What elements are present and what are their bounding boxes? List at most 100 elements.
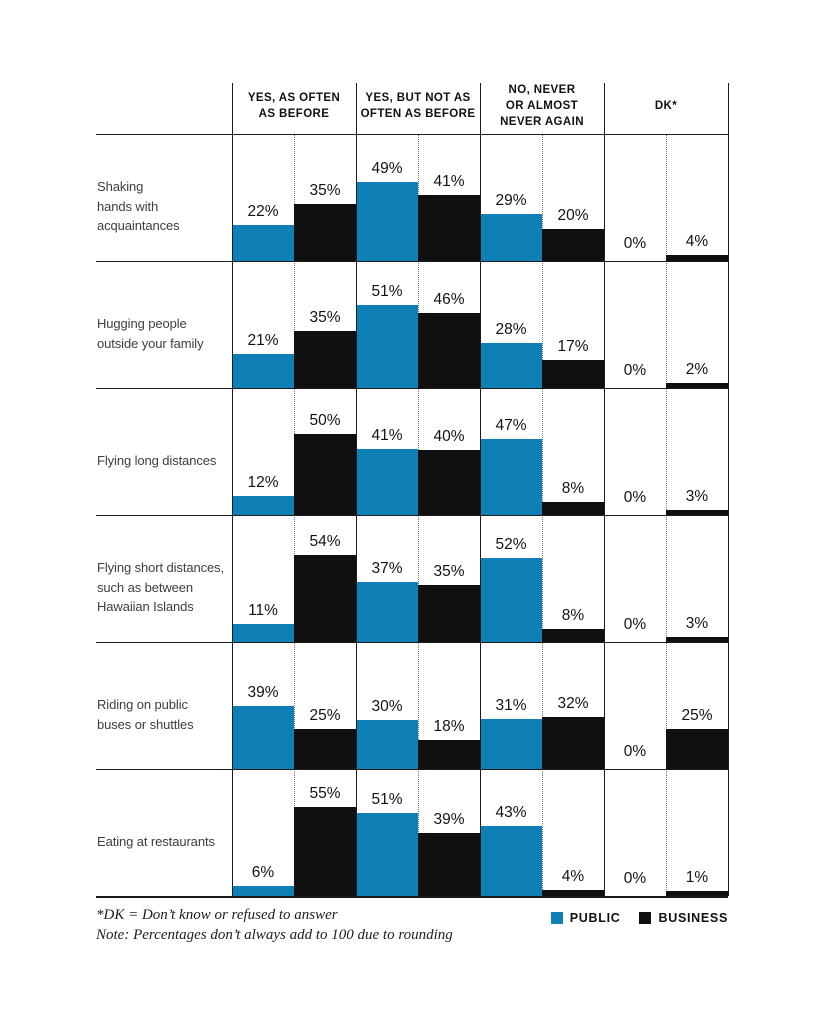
grid-vline	[480, 83, 481, 896]
bar-business	[294, 434, 356, 515]
grid-hline	[96, 515, 728, 516]
bar-value-label: 30%	[371, 698, 403, 716]
bar-value-label: 40%	[433, 428, 465, 446]
row-label: Hugging people outside your family	[97, 316, 204, 351]
bar-value-label: 35%	[433, 563, 465, 581]
footnotes: *DK = Don’t know or refused to answer No…	[96, 905, 453, 945]
bar-public	[232, 353, 294, 388]
column-header: NO, NEVER OR ALMOST NEVER AGAIN	[500, 84, 584, 128]
bar-value-label: 25%	[681, 706, 713, 724]
bar-business	[294, 204, 356, 261]
bar-public	[232, 225, 294, 261]
row-label: Shaking hands with acquaintances	[97, 179, 180, 234]
bar-public	[356, 720, 418, 769]
bar-business	[418, 739, 480, 769]
bar-value-label: 51%	[371, 791, 403, 809]
legend-label-public: PUBLIC	[569, 911, 621, 925]
legend-swatch-public	[550, 912, 563, 924]
legend-item-business: BUSINESS	[639, 911, 728, 925]
bar-public	[480, 557, 542, 642]
bar-public	[232, 624, 294, 642]
bar-public	[480, 718, 542, 769]
bar-public	[232, 495, 294, 515]
bar-value-label: 25%	[309, 706, 341, 724]
bar-business	[666, 510, 728, 515]
bar-value-label: 41%	[433, 172, 465, 190]
bar-public	[356, 305, 418, 388]
grid-hline	[96, 642, 728, 643]
bar-value-label: 35%	[309, 309, 341, 327]
bar-value-label: 8%	[561, 480, 585, 498]
bar-value-label: 8%	[561, 607, 585, 625]
bar-value-label: 31%	[495, 696, 527, 714]
bar-value-label: 55%	[309, 784, 341, 802]
bar-value-label: 32%	[557, 695, 589, 713]
grid-hline	[96, 896, 728, 898]
row-label: Eating at restaurants	[97, 833, 215, 849]
bar-value-label: 43%	[495, 804, 527, 822]
grid-hline	[96, 134, 728, 135]
bar-business	[542, 629, 604, 642]
bar-value-label: 35%	[309, 182, 341, 200]
bar-value-label: 39%	[433, 810, 465, 828]
bar-value-label: 0%	[623, 870, 647, 887]
bar-business	[542, 360, 604, 388]
bar-value-label: 17%	[557, 338, 589, 356]
bar-value-label: 3%	[685, 488, 709, 505]
grid-hline	[96, 261, 728, 262]
bar-public	[232, 886, 294, 896]
bar-business	[294, 554, 356, 642]
bar-business	[542, 889, 604, 896]
bar-value-label: 4%	[561, 867, 585, 885]
bar-public	[480, 342, 542, 388]
bar-value-label: 4%	[685, 232, 709, 250]
row-label: Flying long distances	[97, 452, 217, 468]
bar-business	[294, 728, 356, 769]
row-label: Flying short distances, such as between …	[97, 560, 225, 615]
bar-value-label: 0%	[623, 489, 647, 506]
bar-value-label: 3%	[685, 615, 709, 632]
grid-hline	[96, 769, 728, 770]
bar-value-label: 46%	[433, 291, 465, 309]
bar-public	[356, 448, 418, 515]
grid-vline	[356, 83, 357, 896]
bar-value-label: 6%	[251, 864, 275, 882]
bar-value-label: 47%	[495, 416, 527, 434]
bar-business	[294, 806, 356, 896]
bar-value-label: 51%	[371, 283, 403, 301]
bar-public	[232, 705, 294, 769]
bar-business	[542, 717, 604, 769]
bar-value-label: 21%	[247, 331, 279, 349]
bar-value-label: 49%	[371, 159, 403, 177]
grid-vline	[232, 83, 233, 896]
bar-business	[418, 450, 480, 515]
bar-value-label: 0%	[623, 362, 647, 379]
grid-vline	[604, 83, 605, 896]
bar-public	[480, 826, 542, 896]
bar-value-label: 20%	[557, 206, 589, 224]
bar-business	[666, 891, 728, 896]
bar-public	[480, 438, 542, 515]
bar-business	[542, 502, 604, 515]
bar-business	[418, 832, 480, 896]
bar-value-label: 54%	[309, 532, 341, 550]
legend-label-business: BUSINESS	[658, 911, 728, 925]
bar-business	[666, 254, 728, 261]
bar-value-label: 39%	[247, 683, 279, 701]
footnote-rounding-note: Note: Percentages don’t always add to 10…	[96, 927, 453, 943]
row-label: Riding on public buses or shuttles	[97, 697, 194, 732]
bar-public	[480, 214, 542, 261]
bar-business	[542, 228, 604, 261]
bar-value-label: 0%	[623, 616, 647, 633]
bar-value-label: 0%	[623, 743, 647, 760]
footnote-dk-definition: *DK = Don’t know or refused to answer	[96, 907, 338, 923]
bar-value-label: 0%	[623, 235, 647, 252]
bar-business	[666, 637, 728, 642]
bar-value-label: 29%	[495, 192, 527, 210]
bar-business	[418, 585, 480, 642]
bar-business	[418, 194, 480, 261]
bar-business	[666, 383, 728, 388]
bar-value-label: 52%	[495, 535, 527, 553]
bar-value-label: 12%	[247, 473, 279, 491]
